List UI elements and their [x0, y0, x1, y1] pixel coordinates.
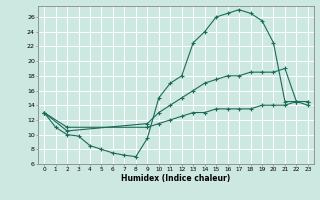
- X-axis label: Humidex (Indice chaleur): Humidex (Indice chaleur): [121, 174, 231, 183]
